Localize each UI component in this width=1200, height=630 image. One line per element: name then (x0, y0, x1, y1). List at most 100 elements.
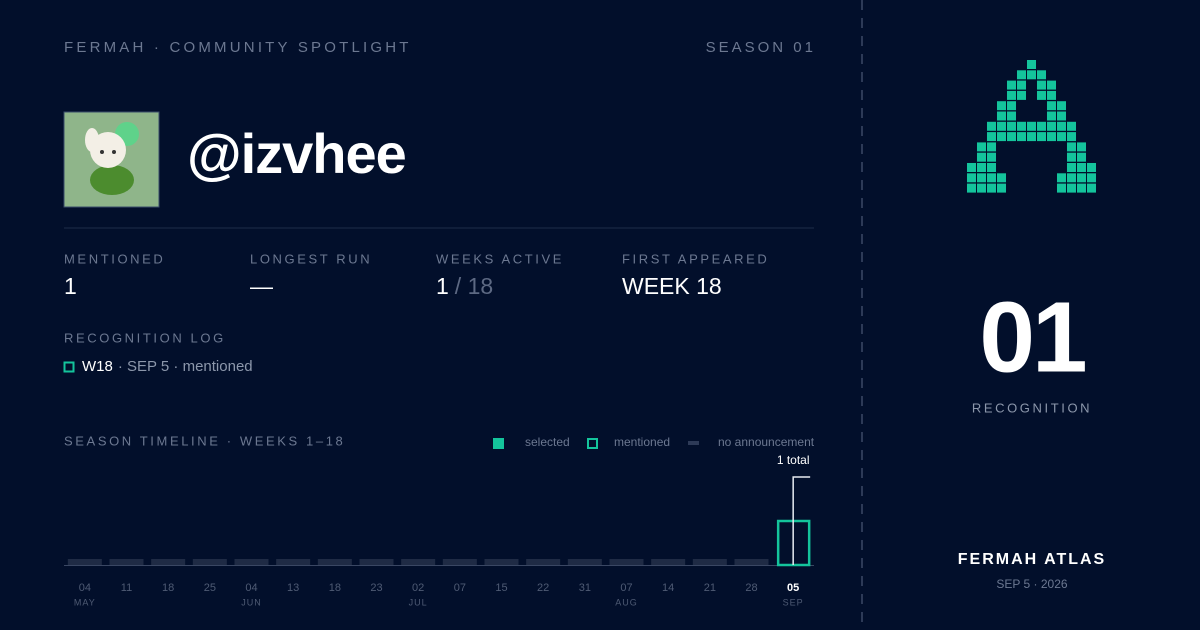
logo-pixel (1057, 132, 1066, 142)
logo-pixel (1057, 183, 1066, 193)
stat-value-main: 1 (64, 273, 77, 299)
stat-value: 1 (64, 273, 77, 299)
footer-title: FERMAH ATLAS (958, 551, 1106, 568)
logo-pixel (997, 173, 1006, 183)
logo-pixel (1067, 152, 1076, 162)
log-icon (63, 361, 75, 373)
total-label: 1 total (777, 453, 810, 467)
week-day: 07 (454, 582, 466, 594)
logo-pixel (987, 183, 996, 193)
logo-pixel (1007, 101, 1016, 111)
stat-value-main: — (250, 273, 273, 299)
count-label: RECOGNITION (972, 400, 1092, 415)
week-day: 14 (662, 582, 674, 594)
stat-value: WEEK 18 (622, 273, 722, 299)
timeline: selected mentioned no announcement 04 MAY 11 1… (64, 435, 815, 607)
stat-value: — (250, 273, 273, 299)
week-day: 18 (329, 582, 341, 594)
week-bar (442, 559, 477, 565)
legend-label: selected (525, 435, 570, 449)
week-bar (484, 559, 519, 565)
logo-pixel (987, 121, 996, 131)
logo-pixel (1077, 163, 1086, 172)
logo-pixel (967, 183, 976, 193)
week-bar (192, 559, 227, 565)
week-day: 23 (370, 582, 382, 594)
logo-pixel (1027, 121, 1036, 131)
logo-pixel (997, 121, 1006, 131)
logo-pixel (1027, 132, 1036, 142)
logo-pixel (977, 173, 986, 183)
week-day: 07 (620, 582, 632, 594)
logo-pixel (977, 183, 986, 193)
stat-label: LONGEST RUN (250, 251, 372, 266)
week-bar (359, 559, 394, 565)
logo-pixel (1057, 121, 1066, 131)
logo-pixel (1017, 70, 1026, 80)
logo-pixel (967, 173, 976, 183)
log: W18 · SEP 5 · mentioned (63, 358, 253, 375)
logo-pixel (1087, 163, 1096, 172)
logo-pixel (997, 132, 1006, 142)
logo-pixel (1037, 90, 1046, 100)
stat-value-total: / 18 (455, 273, 493, 299)
logo-pixel (1047, 132, 1056, 142)
week-month: AUG (615, 597, 638, 607)
log-entry: W18 · SEP 5 · mentioned (82, 358, 253, 375)
logo-pixel (1037, 121, 1046, 131)
logo-pixel (1047, 121, 1056, 131)
logo-pixel (1087, 183, 1096, 193)
week-day: 15 (495, 582, 507, 594)
logo-pixel (1087, 173, 1096, 183)
week-bar (567, 559, 602, 565)
brand: FERMAH · COMMUNITY SPOTLIGHT (64, 39, 412, 56)
logo-pixel (1007, 80, 1016, 90)
week-day: 13 (287, 582, 299, 594)
week-day: 04 (79, 582, 91, 594)
logo (967, 60, 1096, 193)
week-day: 22 (537, 582, 549, 594)
week-bar (317, 559, 352, 565)
week-bar (234, 559, 269, 565)
logo-pixel (1067, 183, 1076, 193)
logo-pixel (997, 101, 1006, 111)
legend-swatch (688, 441, 699, 445)
stat-value-main: WEEK 18 (622, 273, 722, 299)
logo-pixel (1047, 101, 1056, 111)
week-day: 31 (579, 582, 591, 594)
logo-pixel (1057, 111, 1066, 121)
stat-value-main: 1 (436, 273, 449, 299)
week-bar (276, 559, 311, 565)
logo-pixel (997, 183, 1006, 193)
week-bar (151, 559, 186, 565)
week-day: 04 (245, 582, 257, 594)
logo-pixel (967, 163, 976, 172)
logo-pixel (1037, 70, 1046, 80)
week-bar (692, 559, 727, 565)
count: 01 (979, 281, 1085, 393)
log-detail: · SEP 5 · mentioned (118, 358, 253, 375)
logo-pixel (1077, 142, 1086, 152)
week-day: 11 (121, 582, 132, 594)
logo-pixel (1047, 111, 1056, 121)
logo-pixel (1067, 142, 1076, 152)
log-title: RECOGNITION LOG (64, 330, 226, 345)
legend-label: no announcement (718, 435, 815, 449)
legend-swatch (493, 438, 504, 449)
stat-label: FIRST APPEARED (622, 251, 769, 266)
week-day: 21 (704, 582, 716, 594)
logo-pixel (1067, 132, 1076, 142)
logo-pixel (1017, 132, 1026, 142)
logo-pixel (1057, 101, 1066, 111)
logo-pixel (1077, 173, 1086, 183)
logo-pixel (1007, 121, 1016, 131)
logo-pixel (987, 152, 996, 162)
logo-pixel (997, 111, 1006, 121)
logo-pixel (987, 163, 996, 172)
stat-label: WEEKS ACTIVE (436, 251, 564, 266)
logo-pixel (1037, 132, 1046, 142)
logo-pixel (1047, 80, 1056, 90)
timeline-title: SEASON TIMELINE · WEEKS 1–18 (64, 433, 345, 448)
